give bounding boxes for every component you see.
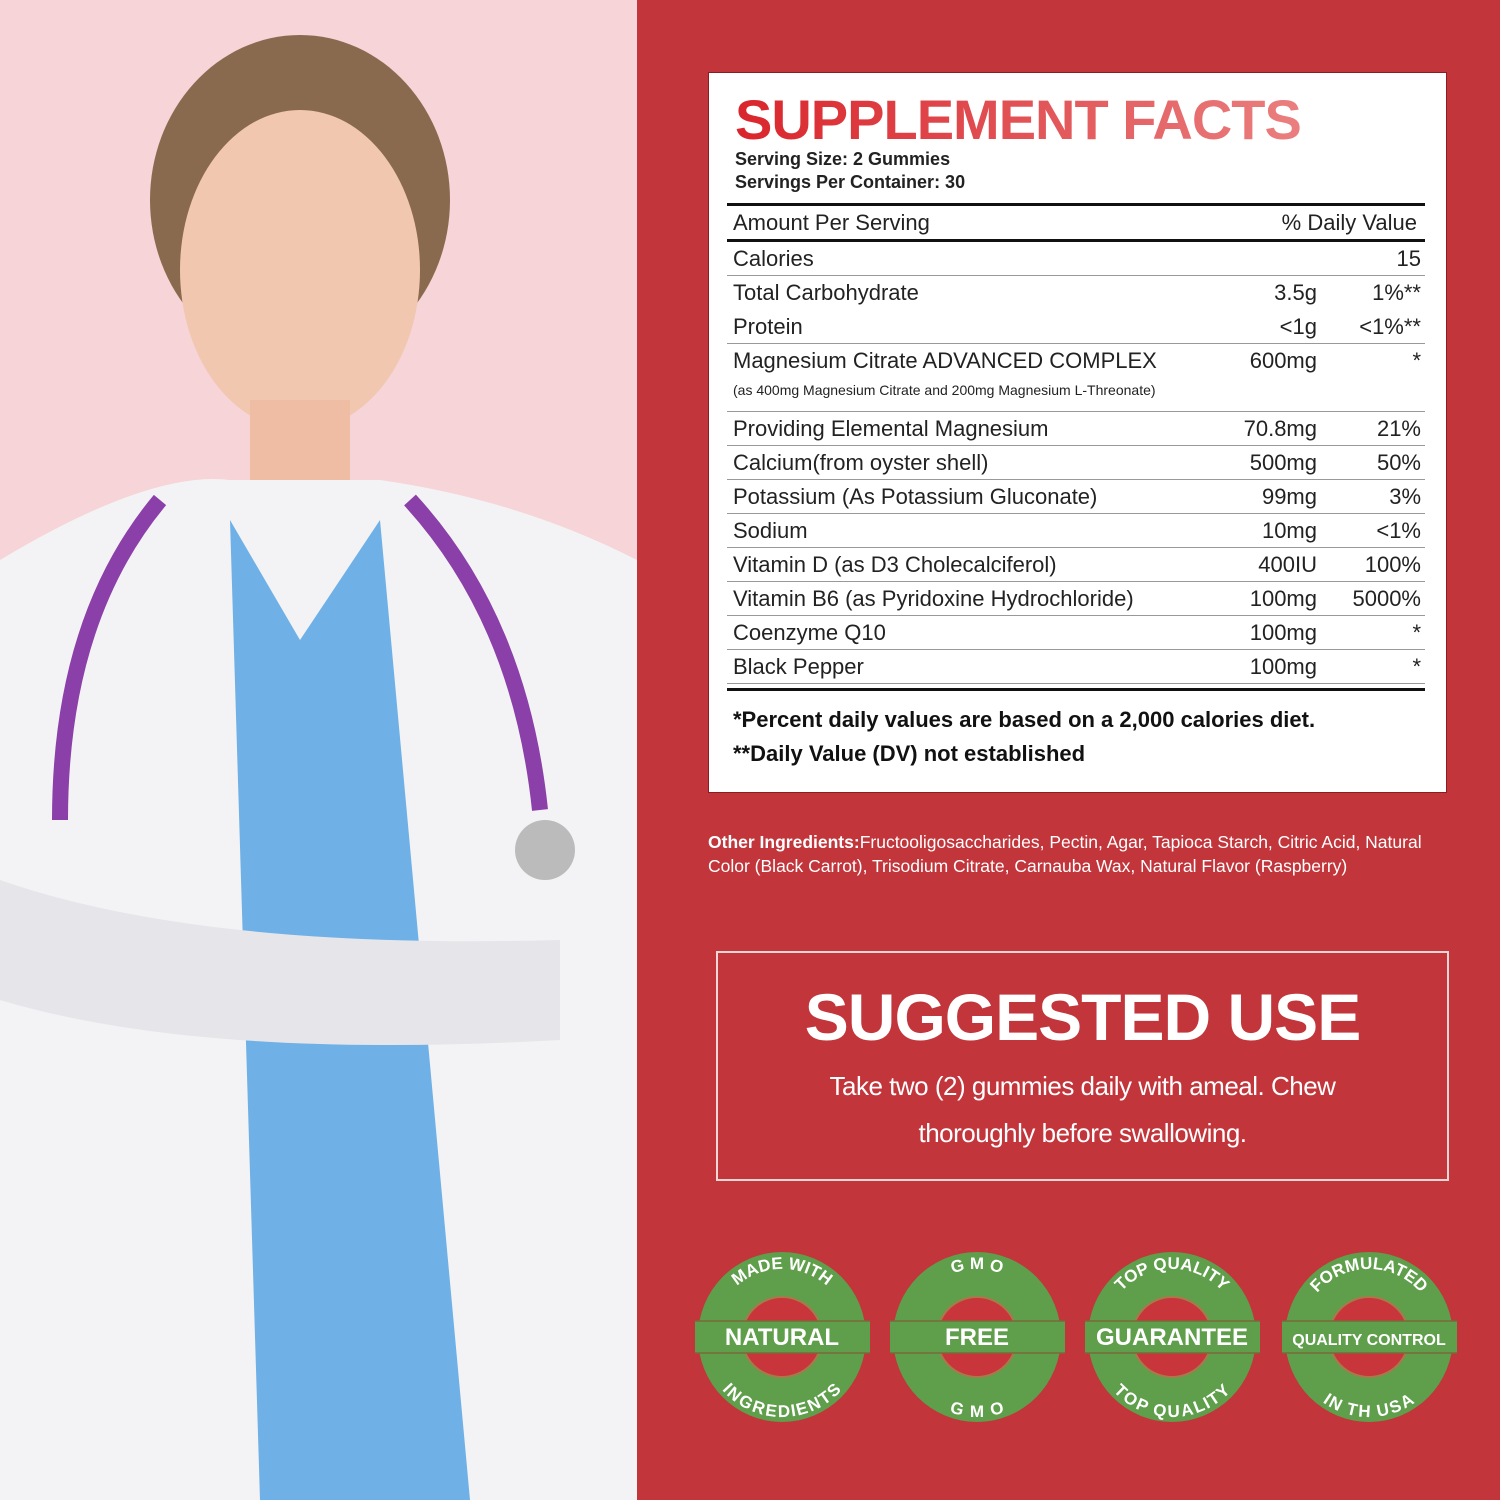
- nutrient-amount: 100mg: [1249, 586, 1317, 611]
- table-row: Vitamin D (as D3 Cholecalciferol) 400IU …: [727, 548, 1425, 582]
- nutrient-name: Vitamin B6 (as Pyridoxine Hydrochloride): [733, 586, 1134, 611]
- nutrient-dv: *: [1412, 348, 1421, 373]
- table-row: Providing Elemental Magnesium 70.8mg 21%: [727, 412, 1425, 446]
- nutrient-name: Vitamin D (as D3 Cholecalciferol): [733, 552, 1057, 577]
- table-row: Black Pepper 100mg *: [727, 650, 1425, 684]
- badge-guarantee: GUARANTEE TOP QUALITY TOP QUALITY: [1082, 1250, 1263, 1425]
- nutrient-dv: *: [1412, 620, 1421, 645]
- other-ingredients-text: Fructooligosaccharides, Pectin, Agar, Ta…: [708, 832, 1422, 876]
- suggested-use-text: Take two (2) gummies daily with ameal. C…: [829, 1071, 1336, 1148]
- table-row: Coenzyme Q10 100mg *: [727, 616, 1425, 650]
- badge-band-text: FREE: [945, 1324, 1009, 1351]
- table-header: Amount Per Serving % Daily Value: [727, 206, 1425, 239]
- badge-free: FREE G M O G M O: [887, 1250, 1068, 1425]
- nutrient-amount: 100mg: [1249, 620, 1317, 645]
- nutrient-amount: 70.8mg: [1243, 416, 1317, 441]
- nutrient-dv: 100%: [1364, 552, 1421, 577]
- nutrient-dv: 21%: [1376, 416, 1421, 441]
- table-row: Calcium(from oyster shell) 500mg 50%: [727, 446, 1425, 480]
- suggested-use-title: SUGGESTED USE: [804, 980, 1361, 1054]
- table-row: Vitamin B6 (as Pyridoxine Hydrochloride)…: [727, 582, 1425, 616]
- facts-title: SUPPLEMENT FACTS: [735, 88, 1302, 151]
- nutrient-name: Providing Elemental Magnesium: [733, 416, 1049, 441]
- footnote-1: *Percent daily values are based on a 2,0…: [733, 707, 1316, 732]
- nutrient-name: Coenzyme Q10: [733, 620, 886, 645]
- badge-band-text: QUALITY CONTROL: [1292, 1332, 1446, 1349]
- suggested-use-box: SUGGESTED USE Take two (2) gummies daily…: [716, 951, 1449, 1181]
- table-row: Magnesium Citrate ADVANCED COMPLEX 600mg…: [727, 344, 1425, 412]
- nutrient-name: Protein: [733, 314, 803, 339]
- nutrient-amount: 400IU: [1258, 552, 1317, 577]
- badge-band-text: NATURAL: [725, 1324, 839, 1351]
- table-row: Calories 15: [727, 242, 1425, 276]
- header-amount: Amount Per Serving: [733, 210, 930, 235]
- nutrient-amount: 100mg: [1249, 654, 1317, 679]
- nutrient-name: Black Pepper: [733, 654, 864, 679]
- nutrient-name: Calories: [733, 246, 814, 271]
- table-row: Total Carbohydrate 3.5g 1%**: [727, 276, 1425, 310]
- footnote-2: **Daily Value (DV) not established: [733, 741, 1086, 766]
- nutrient-name: Potassium (As Potassium Gluconate): [733, 484, 1098, 509]
- nutrient-dv: 3%: [1389, 484, 1421, 509]
- nutrient-dv: 50%: [1376, 450, 1421, 475]
- serving-size: Serving Size: 2 Gummies: [735, 149, 951, 169]
- facts-table: Amount Per Serving % Daily Value Calorie…: [727, 203, 1425, 691]
- servings-per-container: Servings Per Container: 30: [735, 172, 966, 192]
- table-row: Sodium 10mg <1%: [727, 514, 1425, 548]
- nutrient-dv: <1%: [1376, 518, 1421, 543]
- table-row: Protein <1g <1%**: [727, 310, 1425, 344]
- nutrient-amount: 3.5g: [1274, 280, 1317, 305]
- nutrient-name: Sodium: [733, 518, 808, 543]
- nutrient-dv: 1%**: [1372, 280, 1421, 305]
- table-row: Potassium (As Potassium Gluconate) 99mg …: [727, 480, 1425, 514]
- nutrient-dv: 5000%: [1352, 586, 1421, 611]
- header-dv: % Daily Value: [1281, 210, 1417, 235]
- nutrient-amount: 500mg: [1249, 450, 1317, 475]
- doctor-photo: [0, 0, 637, 1500]
- badge-natural: NATURAL MADE WITH INGREDIENTS: [692, 1250, 873, 1425]
- nutrient-dv: <1%**: [1359, 314, 1421, 339]
- badge-quality-control: QUALITY CONTROL FORMULATED IN TH USA: [1279, 1250, 1460, 1425]
- nutrient-amount: 600mg: [1249, 348, 1317, 373]
- nutrient-dv: 15: [1396, 246, 1421, 271]
- nutrient-amount: <1g: [1279, 314, 1317, 339]
- nutrient-name: Magnesium Citrate ADVANCED COMPLEX: [733, 348, 1157, 373]
- supplement-facts-panel: SUPPLEMENT FACTS Serving Size: 2 Gummies…: [708, 72, 1447, 793]
- badge-band-text: GUARANTEE: [1096, 1324, 1248, 1351]
- nutrient-dv: *: [1412, 654, 1421, 679]
- nutrient-name: Total Carbohydrate: [733, 280, 919, 305]
- other-ingredients: Other Ingredients:Fructooligosaccharides…: [708, 830, 1458, 878]
- nutrient-subnote: (as 400mg Magnesium Citrate and 200mg Ma…: [733, 382, 1156, 398]
- nutrient-amount: 99mg: [1261, 484, 1317, 509]
- doctor-illustration: [0, 35, 637, 1500]
- other-ingredients-label: Other Ingredients:: [708, 832, 860, 852]
- nutrient-name: Calcium(from oyster shell): [733, 450, 989, 475]
- nutrient-amount: 10mg: [1261, 518, 1317, 543]
